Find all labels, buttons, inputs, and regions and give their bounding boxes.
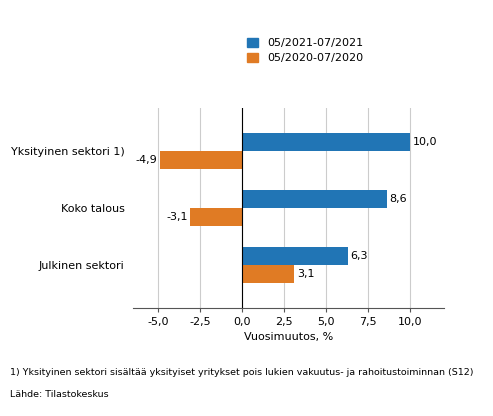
Text: 8,6: 8,6 xyxy=(389,194,407,204)
Text: 6,3: 6,3 xyxy=(351,251,368,261)
Text: -4,9: -4,9 xyxy=(136,155,157,165)
Bar xyxy=(190,208,242,226)
Bar xyxy=(242,265,294,283)
Text: 1) Yksityinen sektori sisältää yksityiset yritykset pois lukien vakuutus- ja rah: 1) Yksityinen sektori sisältää yksityise… xyxy=(10,368,473,377)
X-axis label: Vuosimuutos, %: Vuosimuutos, % xyxy=(244,332,333,342)
Bar xyxy=(160,151,242,169)
Bar xyxy=(242,190,387,208)
Legend: 05/2021-07/2021, 05/2020-07/2020: 05/2021-07/2021, 05/2020-07/2020 xyxy=(247,38,363,63)
Bar xyxy=(242,133,410,151)
Text: Lähde: Tilastokeskus: Lähde: Tilastokeskus xyxy=(10,390,108,399)
Text: 10,0: 10,0 xyxy=(413,137,437,147)
Text: -3,1: -3,1 xyxy=(166,212,188,222)
Text: 3,1: 3,1 xyxy=(297,269,315,279)
Bar xyxy=(242,247,348,265)
